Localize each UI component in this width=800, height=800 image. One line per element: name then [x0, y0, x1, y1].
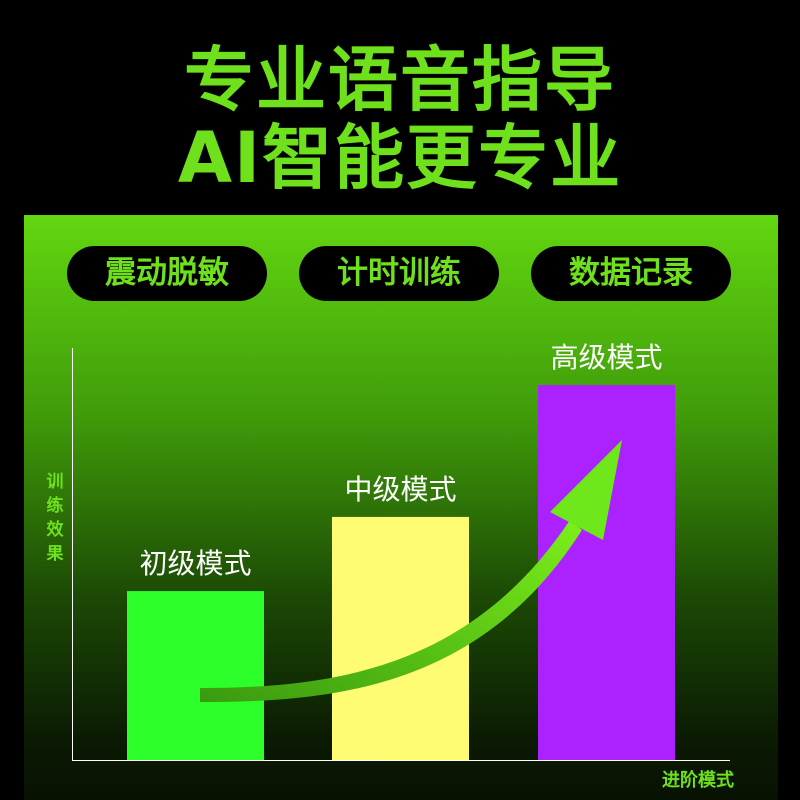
y-axis-label: 训练效果: [46, 472, 64, 564]
bar-label-3: 高级模式: [550, 341, 662, 374]
feature-pill-data: 数据记录: [531, 246, 731, 301]
bar-label-2: 中级模式: [344, 473, 456, 506]
feature-pill-vibration: 震动脱敏: [67, 246, 267, 301]
bar-3: [538, 385, 675, 760]
bar-1: [127, 591, 264, 760]
headline-line1: 专业语音指导: [184, 39, 616, 121]
curved-up-arrow-icon: [200, 440, 622, 702]
bar-label-1: 初级模式: [139, 547, 251, 580]
x-axis-label: 进阶模式: [662, 770, 734, 791]
headline-line2: AI智能更专业: [177, 117, 623, 199]
feature-pill-timer: 计时训练: [299, 246, 499, 301]
